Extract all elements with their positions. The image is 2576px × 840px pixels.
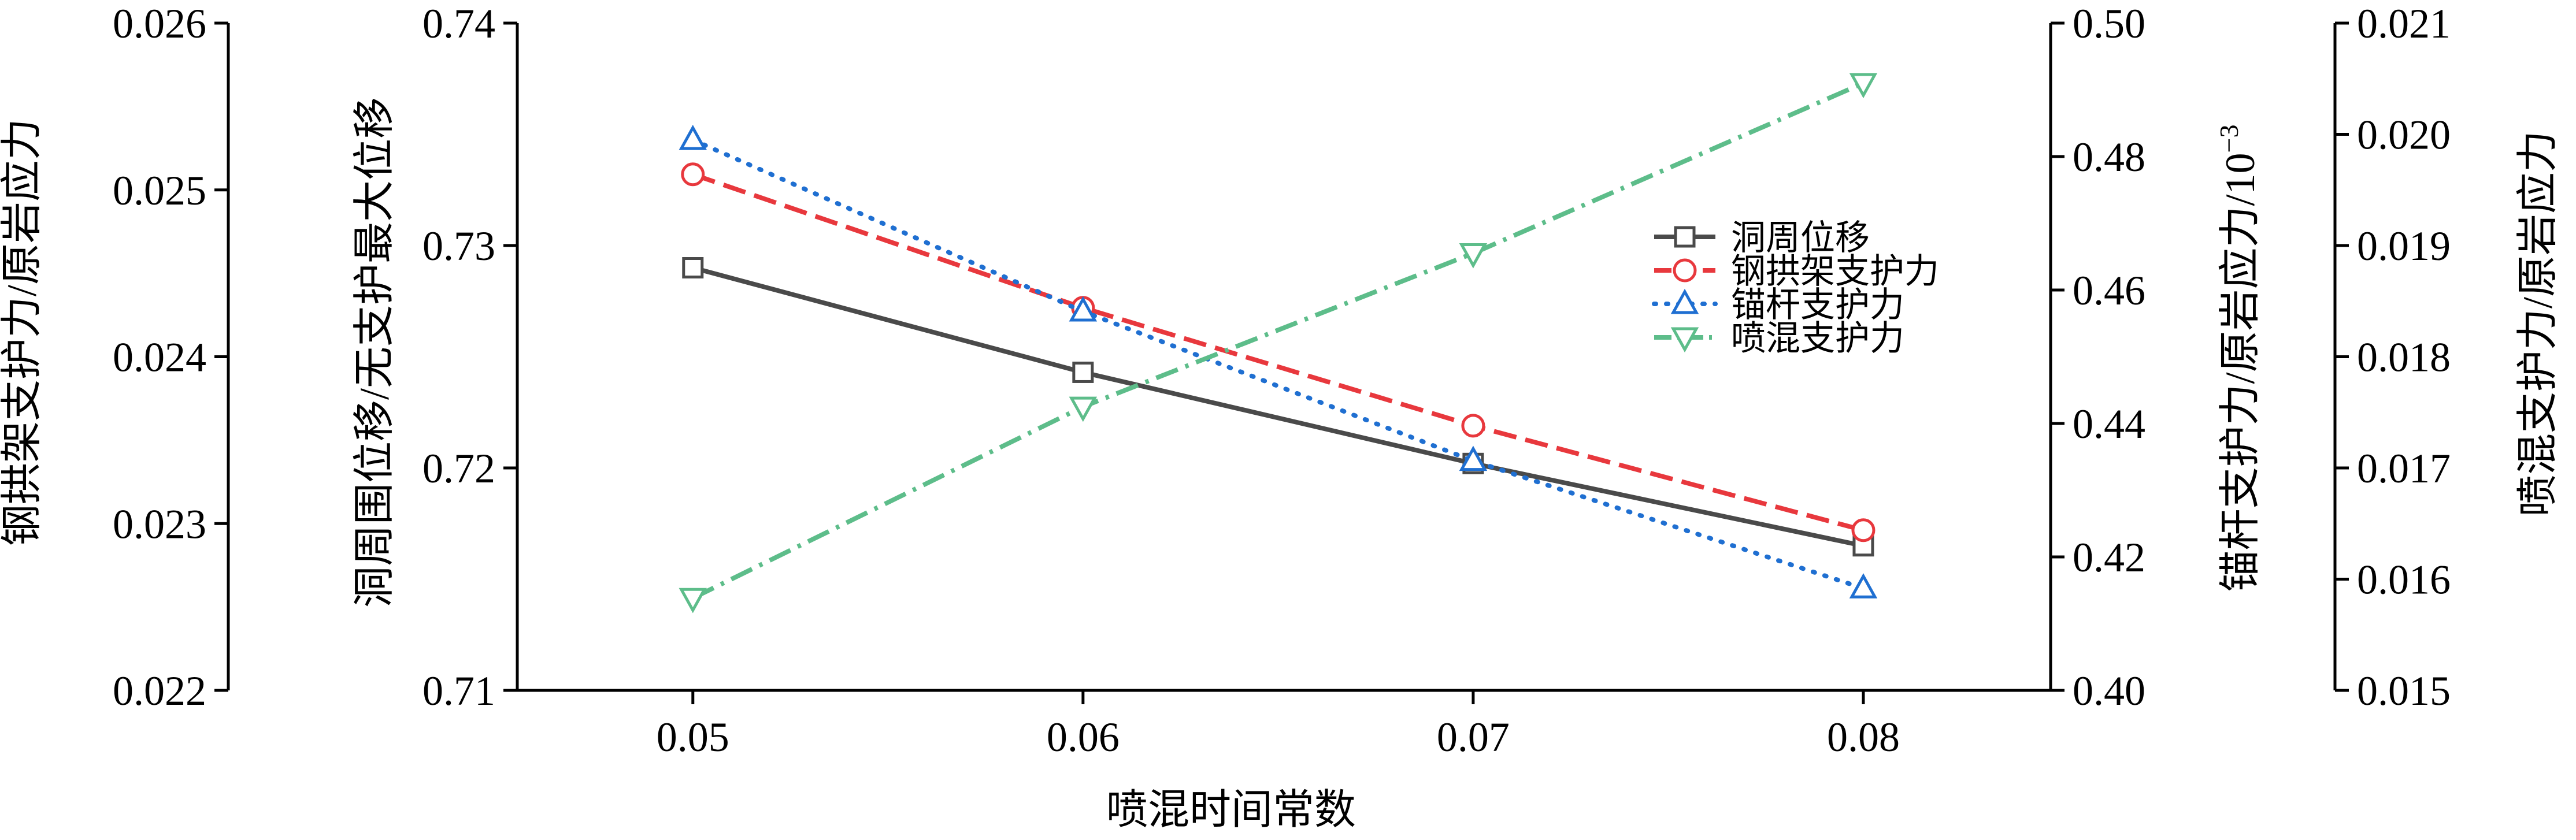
legend-marker-bolt [1670,288,1699,314]
data-point-shotcrete [1069,396,1098,422]
legend-label-steel-arch: 钢拱架支护力 [1731,252,1939,291]
y-axis-label-shotcrete: 喷混支护力/原岩应力 [2515,131,2561,516]
x-tick-label: 0.06 [1047,714,1120,760]
series-shotcrete [679,73,1878,614]
series-line-displacement [692,265,1864,548]
data-point-shotcrete [1459,243,1488,269]
series-line-bolt [690,137,1866,591]
y-axis-label-bolt-text: 锚杆支护力/原岩应力/10 [2217,153,2263,592]
y-tick-label-bolt: 0.50 [2073,1,2145,47]
y-tick-label-shotcrete: 0.021 [2357,1,2451,47]
data-point-displacement [1072,361,1094,383]
y-tick-label-main: 0.73 [422,223,495,269]
legend-item-displacement: 洞周位移 [1654,219,1870,257]
legend-label-displacement: 洞周位移 [1731,219,1870,257]
x-tick-label: 0.05 [657,714,729,760]
data-point-shotcrete [1849,73,1878,99]
y-axis-label-bolt: 锚杆支护力/原岩应力/10−3 [2214,125,2263,592]
data-point-bolt [1459,445,1488,471]
y-tick-label-steel-arch: 0.025 [113,168,206,214]
y-axis-label-bolt-exponent: −3 [2214,125,2244,153]
axes-layer: 0.05 0.06 0.07 0.08 0.71 0.72 0.73 0.74 0.022 0.0… [113,1,2451,760]
data-point-bolt [679,124,707,150]
data-point-bolt [1069,296,1098,322]
legend-marker-shotcrete [1670,327,1699,353]
y-tick-label-shotcrete: 0.016 [2357,557,2451,603]
y-tick-label-main: 0.74 [422,1,495,47]
y-axis-label-main: 洞周围位移/无支护最大位移 [351,97,398,608]
y-tick-label-shotcrete: 0.017 [2357,445,2451,492]
y-tick-label-bolt: 0.46 [2073,267,2145,314]
legend-item-shotcrete: 喷混支护力 [1654,319,1904,358]
series-steel-arch [681,162,1876,542]
y-tick-label-shotcrete: 0.020 [2357,112,2451,158]
series-bolt [679,124,1878,599]
data-point-bolt [1849,573,1878,599]
x-tick-label: 0.08 [1827,714,1900,760]
data-point-steel-arch [1461,414,1485,438]
y-tick-label-main: 0.72 [422,445,495,492]
data-point-shotcrete [679,588,707,614]
y-tick-label-bolt: 0.40 [2073,668,2145,714]
data-point-steel-arch [1851,518,1876,542]
x-axis-label: 喷混时间常数 [1106,787,1356,833]
text-layer: 喷混时间常数 洞周围位移/无支护最大位移 钢拱架支护力/原岩应力 锚杆支护力/原… [0,97,2561,833]
legend-label-bolt: 锚杆支护力 [1731,286,1904,324]
y-tick-label-shotcrete: 0.019 [2357,223,2451,269]
series-line-shotcrete [692,81,1865,600]
y-tick-label-shotcrete: 0.018 [2357,334,2451,381]
y-tick-label-bolt: 0.44 [2073,401,2145,447]
data-point-displacement [682,257,704,278]
y-tick-label-steel-arch: 0.023 [113,501,206,547]
legend-label-shotcrete: 喷混支护力 [1731,319,1904,358]
legend-marker-steel-arch [1673,258,1697,283]
y-tick-label-bolt: 0.48 [2073,134,2145,180]
y-tick-label-steel-arch: 0.026 [113,1,206,47]
y-axis-label-steel-arch: 钢拱架支护力/原岩应力 [0,118,45,546]
data-point-steel-arch [681,162,705,187]
legend-item-steel-arch: 钢拱架支护力 [1654,252,1939,291]
x-tick-label: 0.07 [1437,714,1510,760]
legend-item-bolt: 锚杆支护力 [1652,286,1904,324]
y-tick-label-steel-arch: 0.022 [113,668,206,714]
series-line-steel-arch [692,172,1865,533]
y-tick-label-shotcrete: 0.015 [2357,668,2451,714]
legend-marker-displacement [1674,226,1696,248]
series-layer [679,73,1878,614]
y-tick-label-bolt: 0.42 [2073,534,2145,581]
y-tick-label-main: 0.71 [422,668,495,714]
y-tick-label-steel-arch: 0.024 [113,334,206,381]
